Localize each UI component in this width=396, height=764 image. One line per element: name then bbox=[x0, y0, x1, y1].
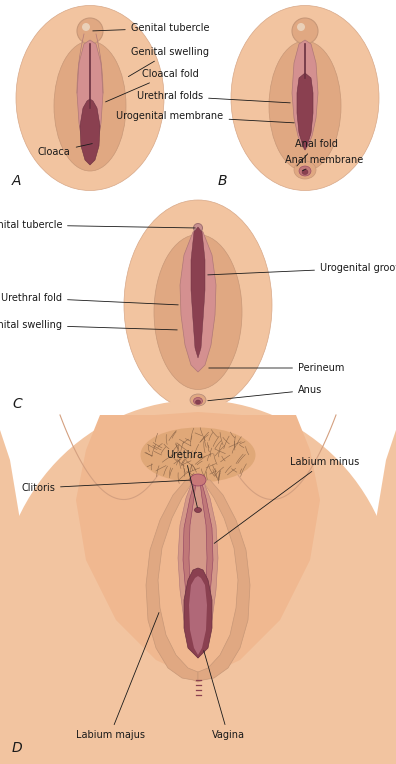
Ellipse shape bbox=[54, 41, 126, 171]
Text: Anal membrane: Anal membrane bbox=[285, 155, 363, 171]
Text: C: C bbox=[12, 397, 22, 411]
Text: B: B bbox=[218, 174, 227, 188]
Ellipse shape bbox=[302, 170, 308, 174]
Text: Genital tubercle: Genital tubercle bbox=[0, 220, 195, 230]
Ellipse shape bbox=[141, 428, 255, 483]
Text: Genital tubercle: Genital tubercle bbox=[93, 23, 209, 33]
Text: Labium minus: Labium minus bbox=[214, 457, 359, 543]
Text: Urogenital groove: Urogenital groove bbox=[208, 263, 396, 275]
Ellipse shape bbox=[124, 200, 272, 410]
Polygon shape bbox=[184, 568, 212, 658]
Ellipse shape bbox=[16, 5, 164, 190]
Ellipse shape bbox=[154, 235, 242, 390]
Ellipse shape bbox=[294, 161, 316, 179]
Ellipse shape bbox=[77, 18, 103, 44]
Ellipse shape bbox=[190, 394, 206, 406]
Text: Genital swelling: Genital swelling bbox=[128, 47, 209, 76]
Text: Anus: Anus bbox=[208, 385, 322, 400]
Ellipse shape bbox=[0, 400, 396, 764]
Ellipse shape bbox=[194, 507, 202, 513]
Text: Perineum: Perineum bbox=[209, 363, 345, 373]
Polygon shape bbox=[183, 480, 198, 658]
Polygon shape bbox=[198, 480, 250, 682]
Text: Cloaca: Cloaca bbox=[38, 144, 92, 157]
Polygon shape bbox=[76, 415, 320, 680]
Text: D: D bbox=[12, 741, 23, 755]
Polygon shape bbox=[191, 227, 205, 358]
Text: Anal fold: Anal fold bbox=[295, 139, 338, 166]
Polygon shape bbox=[77, 40, 103, 164]
Ellipse shape bbox=[231, 5, 379, 190]
Ellipse shape bbox=[190, 474, 206, 486]
Text: Genital swelling: Genital swelling bbox=[0, 320, 177, 330]
Ellipse shape bbox=[194, 224, 202, 232]
Polygon shape bbox=[292, 40, 318, 150]
Polygon shape bbox=[146, 480, 198, 682]
Ellipse shape bbox=[196, 400, 200, 404]
Ellipse shape bbox=[194, 397, 202, 404]
Ellipse shape bbox=[269, 41, 341, 171]
Polygon shape bbox=[121, 412, 275, 490]
Polygon shape bbox=[80, 99, 100, 165]
Text: Labium majus: Labium majus bbox=[76, 613, 159, 740]
Polygon shape bbox=[0, 415, 396, 764]
Polygon shape bbox=[0, 415, 168, 764]
Text: Urogenital membrane: Urogenital membrane bbox=[116, 111, 294, 123]
Text: Clitoris: Clitoris bbox=[21, 480, 190, 493]
Polygon shape bbox=[198, 480, 213, 658]
Text: Urethral fold: Urethral fold bbox=[1, 293, 178, 305]
Text: A: A bbox=[12, 174, 21, 188]
Polygon shape bbox=[228, 415, 396, 764]
Polygon shape bbox=[189, 576, 207, 655]
Ellipse shape bbox=[82, 23, 90, 31]
Text: Vagina: Vagina bbox=[204, 651, 244, 740]
Ellipse shape bbox=[299, 166, 311, 176]
Polygon shape bbox=[297, 73, 313, 150]
Polygon shape bbox=[178, 478, 218, 658]
Text: Urethra: Urethra bbox=[166, 450, 204, 507]
Ellipse shape bbox=[297, 23, 305, 31]
Ellipse shape bbox=[292, 18, 318, 44]
Text: Cloacal fold: Cloacal fold bbox=[106, 69, 198, 102]
Text: Urethral folds: Urethral folds bbox=[137, 91, 290, 103]
Polygon shape bbox=[180, 227, 216, 372]
